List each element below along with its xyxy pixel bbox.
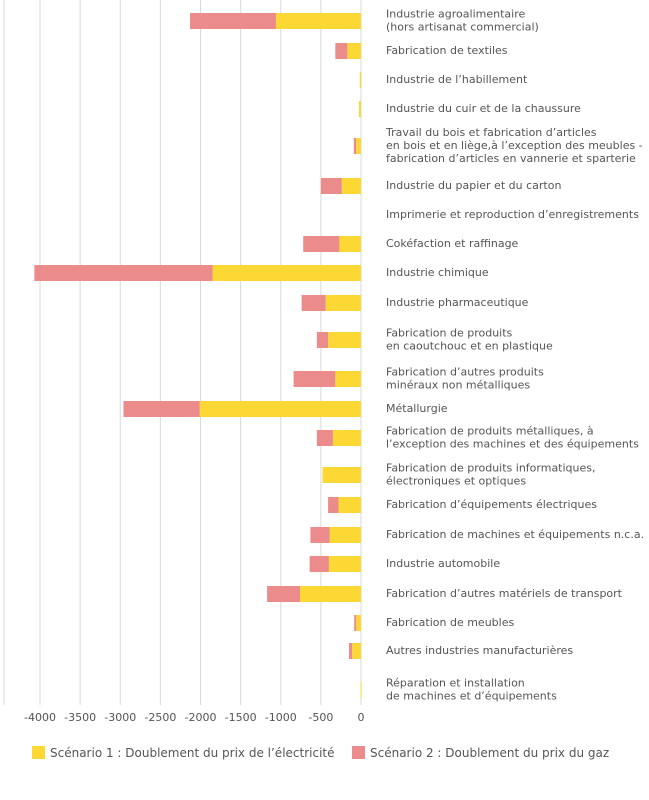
category-label: Autres industries manufacturières [386,644,573,657]
legend: Scénario 1 : Doublement du prix de l’éle… [32,746,609,760]
bar-segment-scenario-2 [320,178,342,194]
bar-segment-scenario-1 [329,527,361,543]
bar-segment-scenario-1 [300,586,361,602]
bar-segment-scenario-2 [309,556,329,572]
bar-segment-scenario-1 [322,467,361,483]
category-label: électroniques et optiques [386,475,526,488]
category-labels: Industrie agroalimentaire(hors artisanat… [385,8,644,703]
bar-segment-scenario-1 [212,265,361,281]
bar-segment-scenario-1 [356,138,361,154]
category-label: minéraux non métalliques [386,379,530,392]
bar-segment-scenario-2 [310,527,330,543]
bar-segment-scenario-1 [199,401,361,417]
bar-segment-scenario-2 [353,138,357,154]
category-label: de machines et d’équipements [386,690,557,703]
category-label: Industrie pharmaceutique [386,296,529,309]
category-label: (hors artisanat commercial) [386,21,539,34]
category-label: Imprimerie et reproduction d’enregistrem… [386,208,639,221]
category-label: Fabrication de produits informatiques, [386,462,596,475]
bar-segment-scenario-1 [338,497,361,513]
bar-segment-scenario-2 [348,643,353,659]
legend-swatch-scenario-1 [32,746,45,759]
category-label: Fabrication de produits [386,327,513,340]
x-tick-label: 0 [358,711,365,724]
category-label: Industrie du cuir et de la chaussure [386,102,581,115]
x-tick-label: -1500 [225,711,257,724]
x-tick-label: -3500 [64,711,96,724]
bar-segment-scenario-1 [356,615,361,631]
bar-segment-scenario-1 [332,430,361,446]
bar-segment-scenario-2 [301,295,326,311]
bar-segment-scenario-2 [123,401,200,417]
category-label: Industrie agroalimentaire [386,8,525,21]
bar-segment-scenario-2 [335,43,348,59]
category-label: Fabrication d’autres produits [386,366,544,379]
bar-segment-scenario-1 [275,13,361,29]
category-label: Industrie du papier et du carton [386,179,561,192]
bar-segment-scenario-2 [316,332,329,348]
x-tick-label: -500 [308,711,333,724]
legend-label-scenario-1: Scénario 1 : Doublement du prix de l’éle… [50,746,335,760]
bar-segment-scenario-2 [293,371,336,387]
bar-segment-scenario-1 [358,101,361,117]
x-tick-label: -1000 [265,711,297,724]
bar-segment-scenario-1 [347,43,361,59]
category-label: Métallurgie [386,402,448,415]
x-tick-label: -4000 [24,711,56,724]
category-label: en bois et en liège,à l’exception des me… [386,139,643,152]
bar-segment-scenario-1 [339,236,361,252]
grid-lines [3,0,362,705]
bar-segment-scenario-2 [267,586,301,602]
category-label: Réparation et installation [386,677,525,690]
category-label: Fabrication d’autres matériels de transp… [386,587,623,600]
bars [34,13,362,698]
bar-segment-scenario-1 [325,295,361,311]
bar-segment-scenario-1 [359,72,361,88]
bar-segment-scenario-1 [352,643,361,659]
category-label: Industrie automobile [386,557,500,570]
category-label: Fabrication de produits métalliques, à [386,425,594,438]
category-label: Fabrication d’équipements électriques [386,498,597,511]
category-label: Fabrication de machines et équipements n… [386,528,644,541]
category-label: en caoutchouc et en plastique [386,340,553,353]
legend-label-scenario-2: Scénario 2 : Doublement du prix du gaz [370,746,609,760]
bar-segment-scenario-2 [303,236,340,252]
bar-segment-scenario-1 [360,682,362,698]
category-label: fabrication d’articles en vannerie et sp… [386,152,636,165]
x-tick-label: -3000 [104,711,136,724]
bar-segment-scenario-2 [316,430,333,446]
x-tick-label: -2000 [185,711,217,724]
category-label: Fabrication de meubles [386,616,514,629]
category-label: Cokéfaction et raffinage [386,237,519,250]
bar-segment-scenario-1 [328,332,361,348]
bar-segment-scenario-2 [190,13,276,29]
bar-segment-scenario-1 [328,556,361,572]
bar-segment-scenario-1 [341,178,361,194]
x-tick-label: -2500 [144,711,176,724]
legend-swatch-scenario-2 [352,746,365,759]
category-label: Fabrication de textiles [386,44,508,57]
category-label: Travail du bois et fabrication d’article… [385,126,597,139]
bar-segment-scenario-2 [354,615,357,631]
category-label: Industrie de l’habillement [386,73,528,86]
bar-segment-scenario-2 [34,265,213,281]
category-label: l’exception des machines et des équipeme… [386,438,639,451]
bar-segment-scenario-2 [328,497,339,513]
category-label: Industrie chimique [386,266,489,279]
bar-segment-scenario-1 [335,371,361,387]
x-tick-labels: -4000 -3500 -3000 -2500 -2000 -1500 -1000 -500 0 [24,711,364,724]
